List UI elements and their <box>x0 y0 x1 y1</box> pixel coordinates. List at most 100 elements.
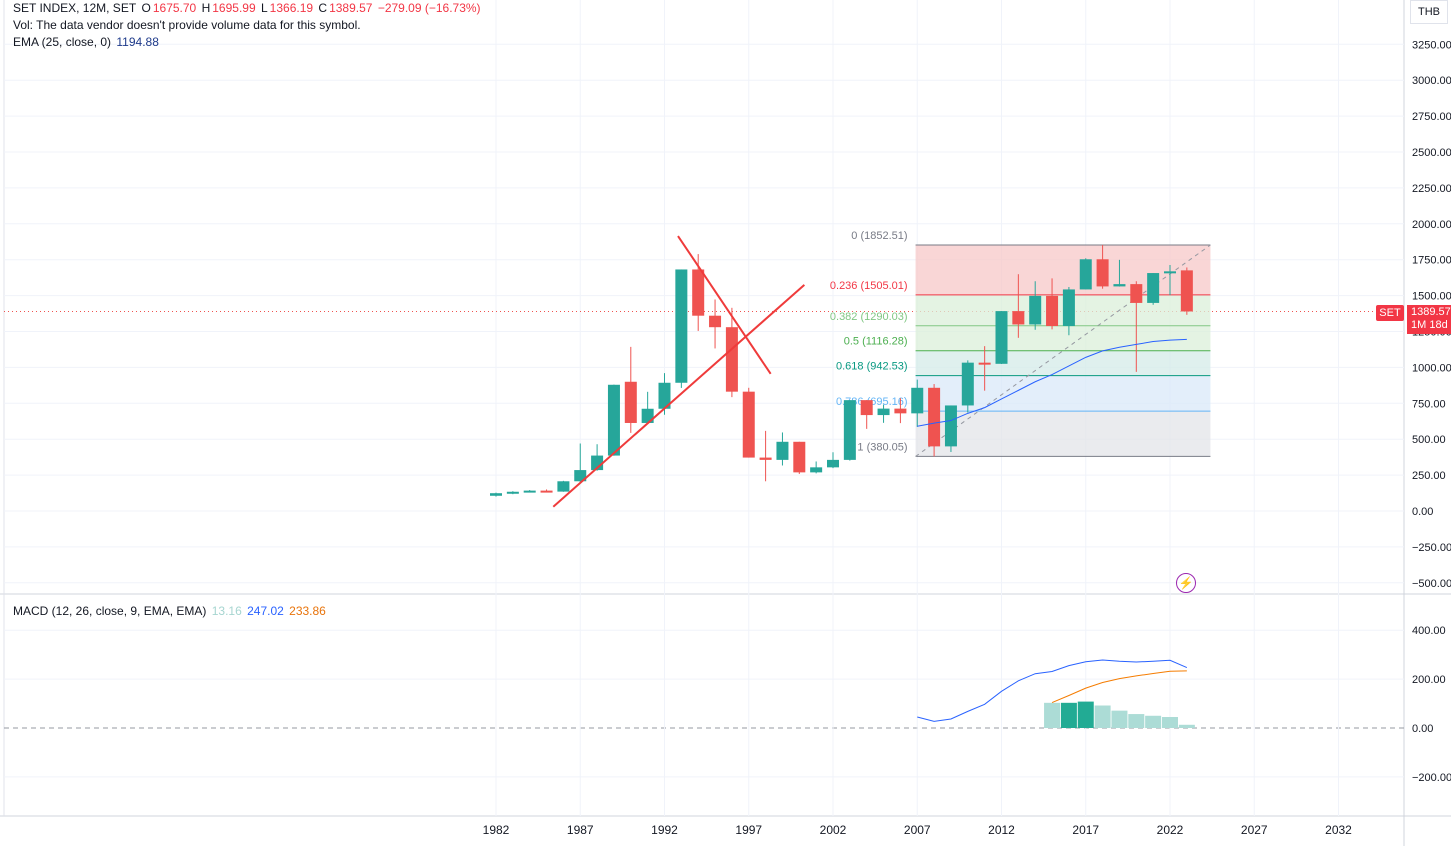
time-tick-label: 1997 <box>735 823 762 837</box>
time-tick-label: 2017 <box>1072 823 1099 837</box>
fib-zone <box>915 411 1211 457</box>
time-tick-label: 2027 <box>1241 823 1268 837</box>
macd-histogram-bar <box>1162 716 1178 728</box>
open-value: 1675.70 <box>152 1 197 15</box>
fib-level-label: 0.618 (942.53) <box>836 361 908 373</box>
macd-histogram-bar <box>1128 714 1145 728</box>
candle-body <box>675 269 688 383</box>
candle-body <box>793 441 806 473</box>
candle-body <box>1062 289 1075 327</box>
macd-tick-label: −200.00 <box>1412 772 1451 784</box>
macd-histogram-bar <box>1044 702 1061 728</box>
close-label: C <box>318 1 328 15</box>
ema-line <box>917 338 1187 427</box>
lightning-icon[interactable]: ⚡ <box>1176 573 1196 593</box>
candle-body <box>1096 259 1109 287</box>
macd-histogram-bar <box>1145 715 1162 728</box>
candle-body <box>1180 270 1193 312</box>
price-tick-label: 2750.00 <box>1412 111 1451 123</box>
high-value: 1695.99 <box>212 1 256 15</box>
candle-body <box>1029 295 1042 325</box>
fib-zone <box>915 350 1211 376</box>
candle-body <box>1079 259 1092 290</box>
time-tick-label: 1987 <box>567 823 594 837</box>
close-value: 1389.57 <box>329 1 373 15</box>
trend-line <box>677 235 772 375</box>
price-tick-label: 2000.00 <box>1412 219 1451 231</box>
price-tick-label: 3250.00 <box>1412 39 1451 51</box>
candle-body <box>1012 311 1025 325</box>
macd-hist-value: 13.16 <box>211 604 242 618</box>
candle-body <box>877 408 890 416</box>
price-tick-label: 250.00 <box>1412 470 1446 482</box>
candle-body <box>709 315 722 328</box>
candlestick-series <box>490 245 1193 497</box>
currency-button[interactable]: THB <box>1410 0 1448 24</box>
price-tick-label: 3000.00 <box>1412 75 1451 87</box>
candle-body <box>843 400 856 460</box>
macd-signal-value: 233.86 <box>289 604 326 618</box>
macd-histogram-bar <box>1111 710 1128 728</box>
candle-body <box>725 327 738 392</box>
price-tick-label: 1000.00 <box>1412 362 1451 374</box>
price-tick-label: −500.00 <box>1412 578 1451 590</box>
candle-body <box>894 408 907 414</box>
fib-level-label: 0 (1852.51) <box>851 230 907 242</box>
candle-body <box>860 400 873 416</box>
candle-body <box>1130 284 1143 303</box>
macd-tick-label: 200.00 <box>1412 674 1446 686</box>
candle-body <box>1164 271 1176 274</box>
candle-body <box>928 387 941 447</box>
macd-pane <box>917 659 1195 728</box>
candle-body <box>574 470 587 482</box>
candle-body <box>692 269 705 316</box>
candle-body <box>506 491 519 494</box>
high-label: H <box>201 1 211 15</box>
price-tick-label: 1500.00 <box>1412 291 1451 303</box>
trendlines[interactable] <box>552 235 806 508</box>
last-price-tag: 1389.57 1M 18d <box>1407 305 1451 334</box>
macd-tick-label: 400.00 <box>1412 625 1446 637</box>
bar-countdown: 1M 18d <box>1411 319 1448 331</box>
macd-tick-label: 0.00 <box>1412 723 1433 735</box>
candle-body <box>557 481 570 492</box>
ema-series <box>917 338 1187 427</box>
macd-signal-line <box>1051 670 1187 704</box>
price-tick-label: 1750.00 <box>1412 255 1451 267</box>
candle-body <box>742 391 755 458</box>
price-tick-label: 2500.00 <box>1412 147 1451 159</box>
macd-legend[interactable]: MACD (12, 26, close, 9, EMA, EMA) 13.16 … <box>13 604 328 618</box>
candle-body <box>995 311 1008 364</box>
fib-level-label: 0.236 (1505.01) <box>830 280 908 292</box>
price-tick-label: 0.00 <box>1412 506 1433 518</box>
macd-histogram-bar <box>1060 702 1077 728</box>
price-tick-label: 2250.00 <box>1412 183 1451 195</box>
candle-body <box>911 387 924 414</box>
candle-body <box>1113 284 1126 287</box>
candle-body <box>658 382 671 409</box>
time-tick-label: 1982 <box>483 823 510 837</box>
low-label: L <box>260 1 268 15</box>
fib-level-label: 1 (380.05) <box>857 441 907 453</box>
symbol-title[interactable]: SET INDEX, 12M, SET <box>13 1 137 15</box>
candle-body <box>523 490 536 493</box>
last-price-value: 1389.57 <box>1411 306 1451 318</box>
ema-label: EMA (25, close, 0) <box>13 35 112 49</box>
time-tick-label: 2022 <box>1157 823 1184 837</box>
candle-body <box>490 493 502 496</box>
candle-body <box>759 457 772 460</box>
low-value: 1366.19 <box>269 1 314 15</box>
macd-histogram-bar <box>1178 724 1195 728</box>
candle-body <box>944 405 957 447</box>
candle-body <box>624 381 637 423</box>
fib-level-label: 0.382 (1290.03) <box>830 311 908 323</box>
trend-line <box>552 284 806 508</box>
candle-body <box>810 467 823 473</box>
time-tick-label: 2002 <box>820 823 847 837</box>
price-tick-label: 500.00 <box>1412 434 1446 446</box>
macd-label: MACD (12, 26, close, 9, EMA, EMA) <box>13 604 207 618</box>
ema-legend[interactable]: EMA (25, close, 0) 1194.88 <box>13 35 161 49</box>
ema-value: 1194.88 <box>116 35 159 49</box>
